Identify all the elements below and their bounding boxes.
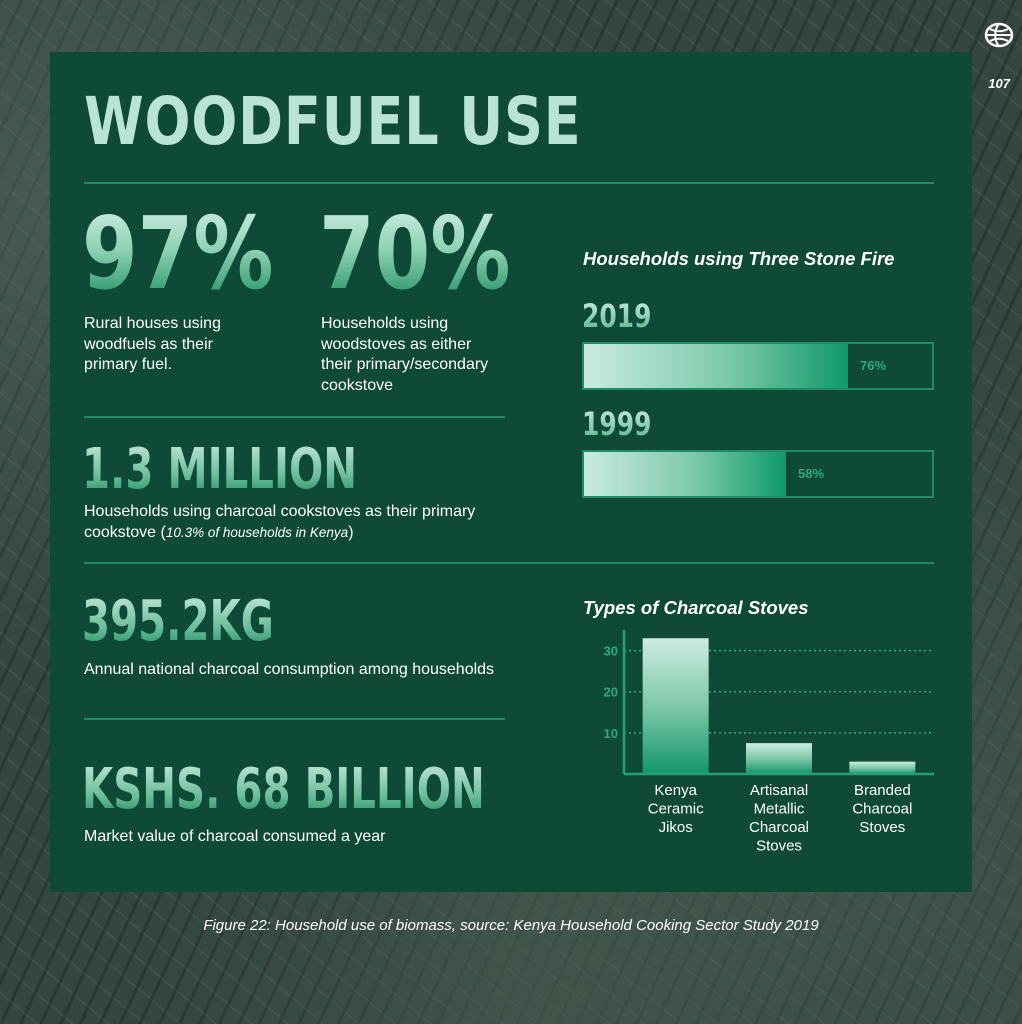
figure-caption: Figure 22: Household use of biomass, sou… <box>203 917 819 934</box>
y-tick-label: 20 <box>604 685 618 700</box>
x-category-label: Charcoal <box>749 819 809 836</box>
year-label-1999: 1999 <box>582 405 652 443</box>
stat-rural-desc: Rural houses using woodfuels as their pr… <box>84 315 221 373</box>
divider-3 <box>84 718 505 720</box>
year-label-2019: 2019 <box>582 297 652 335</box>
stat-charcoal-households-value: 1.3 MILLION <box>82 437 357 502</box>
x-category-label: Jikos <box>659 819 693 836</box>
x-category-label: Stoves <box>859 819 905 836</box>
x-category-label: Branded <box>854 782 911 799</box>
divider-1 <box>84 416 505 418</box>
x-category-label: Metallic <box>754 801 805 818</box>
stat-market-desc: Market value of charcoal consumed a year <box>84 828 386 845</box>
stat-rural-value: 97% <box>82 195 274 312</box>
charcoal-stoves-chart-title: Types of Charcoal Stoves <box>583 597 809 618</box>
three-stone-bar-1999: 58% <box>582 450 934 498</box>
y-tick-label: 30 <box>604 644 618 659</box>
stat-woodstoves-desc: Households using woodstoves as either th… <box>321 315 489 394</box>
stat-charcoal-households-desc: Households using charcoal cookstoves as … <box>84 503 476 541</box>
three-stone-chart-title: Households using Three Stone Fire <box>583 248 895 269</box>
x-category-label: Charcoal <box>852 801 912 818</box>
x-category-label: Kenya <box>654 782 697 799</box>
page-number: 107 <box>988 76 1010 91</box>
bar-percent-2019: 76% <box>860 358 887 373</box>
y-tick-label: 10 <box>604 726 618 741</box>
x-category-label: Artisanal <box>750 782 808 799</box>
stat-market-value: KSHS. 68 BILLION <box>82 757 485 822</box>
three-stone-bar-2019: 76% <box>582 342 934 390</box>
infographic-panel <box>50 52 972 892</box>
page-title: WOODFUEL USE <box>84 83 582 160</box>
x-category-label: Ceramic <box>648 801 704 818</box>
globe-logo-icon <box>982 20 1016 55</box>
bar-0 <box>642 638 709 774</box>
bar-percent-1999: 58% <box>798 466 825 481</box>
x-category-label: Stoves <box>756 838 802 855</box>
divider-2 <box>84 562 934 564</box>
bar-fill-1999 <box>584 452 786 496</box>
stat-consumption-value: 395.2KG <box>82 589 274 654</box>
bar-1 <box>746 743 812 774</box>
title-divider <box>84 182 934 184</box>
stat-woodstoves-value: 70% <box>319 195 511 312</box>
bar-fill-2019 <box>584 344 848 388</box>
stat-consumption-desc: Annual national charcoal consumption amo… <box>84 661 495 678</box>
bar-2 <box>849 761 916 774</box>
